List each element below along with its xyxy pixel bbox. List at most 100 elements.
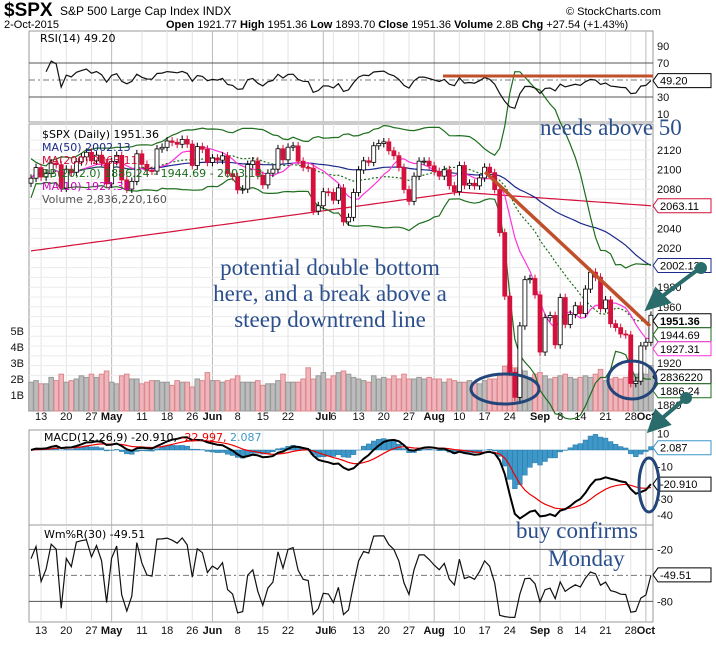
x-axis-label: 13 — [352, 411, 364, 423]
candle-down — [426, 160, 432, 167]
value-tag-text: 1927.31 — [660, 344, 700, 356]
candle-down — [230, 173, 236, 178]
candle-up — [421, 160, 427, 163]
volume-bar — [209, 380, 216, 412]
x-axis-label: Jun — [203, 625, 223, 637]
x-axis-label: 8 — [557, 625, 563, 637]
ma200-value-tag: 2063.11 — [652, 198, 712, 214]
candle-up — [416, 160, 422, 177]
volume-bar — [275, 380, 281, 412]
volume-bar — [597, 368, 604, 412]
volume-bar — [244, 381, 251, 412]
wr-axis-label: -80 — [657, 596, 673, 608]
volume-bar — [83, 376, 90, 412]
x-axis-label: 14 — [574, 411, 586, 423]
volume-bar — [58, 373, 65, 412]
x-axis-label: Aug — [424, 411, 445, 423]
volume-bar — [255, 380, 261, 412]
macd-histogram-bar — [436, 449, 442, 451]
macd-signal-line — [30, 439, 651, 510]
candle-up — [48, 162, 54, 175]
x-axis-label: 21 — [599, 625, 611, 637]
macd-histogram-bar — [189, 448, 195, 451]
candle-down — [53, 162, 59, 166]
header: $SPX S&P 500 Large Cap Index INDX 2-Oct-… — [4, 0, 661, 31]
volume-bar — [365, 381, 372, 412]
volume-bar — [204, 372, 211, 412]
volume-bar — [567, 376, 574, 412]
x-axis-label: 21 — [599, 411, 611, 423]
candle-up — [376, 143, 382, 147]
macd-histogram-bar — [149, 449, 155, 452]
value-tag-text: 2002.13 — [660, 261, 700, 273]
bottom-circle-2 — [606, 359, 658, 401]
macd-histogram-bar — [224, 449, 231, 455]
index-name: S&P 500 Large Cap Index INDX — [60, 4, 231, 18]
x-axis-label: 26 — [186, 625, 198, 637]
ma10-value-tag: 1927.31 — [652, 341, 712, 357]
macd-panel — [28, 429, 654, 526]
macd-histogram-bar — [612, 443, 619, 451]
volume-bar — [139, 383, 145, 412]
price-panel — [28, 123, 654, 411]
candle-up — [567, 313, 573, 325]
macd-histogram-bar — [184, 445, 190, 451]
candle-down — [260, 174, 266, 186]
candle-down — [537, 294, 543, 353]
macd-histogram-bar — [119, 449, 125, 452]
value-tag-box — [652, 327, 712, 343]
volume-bar — [129, 378, 135, 412]
macd-histogram-bar — [607, 441, 614, 451]
macd-histogram-bar — [638, 449, 644, 455]
volume-bar — [411, 378, 417, 412]
candle-up — [381, 141, 387, 144]
candle-up — [351, 192, 356, 218]
candle-down — [38, 167, 44, 178]
volume-bar — [234, 375, 241, 412]
x-axis-label: May — [101, 411, 123, 423]
volume-bar — [320, 372, 327, 412]
volume-bar — [88, 373, 95, 412]
wr-legend: Wm%R(30) -49.51 — [44, 528, 145, 541]
candle-up — [270, 168, 276, 174]
volume-bar — [426, 376, 432, 412]
volume-bar — [219, 381, 226, 412]
candle-up — [285, 146, 291, 161]
x-axis-label: 13 — [352, 625, 364, 637]
volume-bar — [345, 373, 352, 412]
wr-axis-label: -20 — [657, 544, 673, 556]
volume-bar — [436, 378, 443, 412]
volume-bar — [224, 380, 231, 412]
volume-bar — [557, 375, 564, 412]
volume-bar — [360, 380, 367, 412]
candle-up — [240, 188, 246, 191]
macd-histogram-bar — [527, 449, 533, 468]
ohlc-summary: Open 1921.77 High 1951.36 Low 1893.70 Cl… — [166, 19, 628, 31]
volume-bar — [335, 372, 342, 412]
volume-bar — [496, 373, 503, 412]
value-tag-box — [652, 313, 712, 329]
volume-bar — [446, 378, 453, 412]
volume-bar — [451, 380, 458, 412]
volume-bar — [103, 370, 110, 412]
macd-axis-label: -40 — [657, 510, 673, 522]
candle-down — [623, 333, 629, 336]
volume-bar — [577, 376, 584, 412]
x-axis-label: Sep — [530, 625, 550, 637]
bb-upper-line — [30, 71, 651, 269]
candle-down — [613, 323, 619, 329]
candle-up — [527, 278, 533, 281]
x-axis-label: Aug — [424, 625, 445, 637]
volume-bar — [159, 381, 165, 412]
macd-histogram-bar — [214, 449, 221, 453]
x-axis-label: Oct — [637, 411, 656, 423]
volume-bar — [421, 378, 427, 412]
x-axis-label: 15 — [257, 625, 269, 637]
candle-down — [577, 305, 583, 315]
volume-bar — [260, 384, 266, 412]
price-axis-label: 2020 — [657, 243, 681, 255]
x-axis-label: 24 — [504, 411, 516, 423]
volume-axis-label: 1B — [11, 390, 24, 402]
volume-bar — [28, 381, 34, 412]
candle-up — [572, 305, 578, 315]
